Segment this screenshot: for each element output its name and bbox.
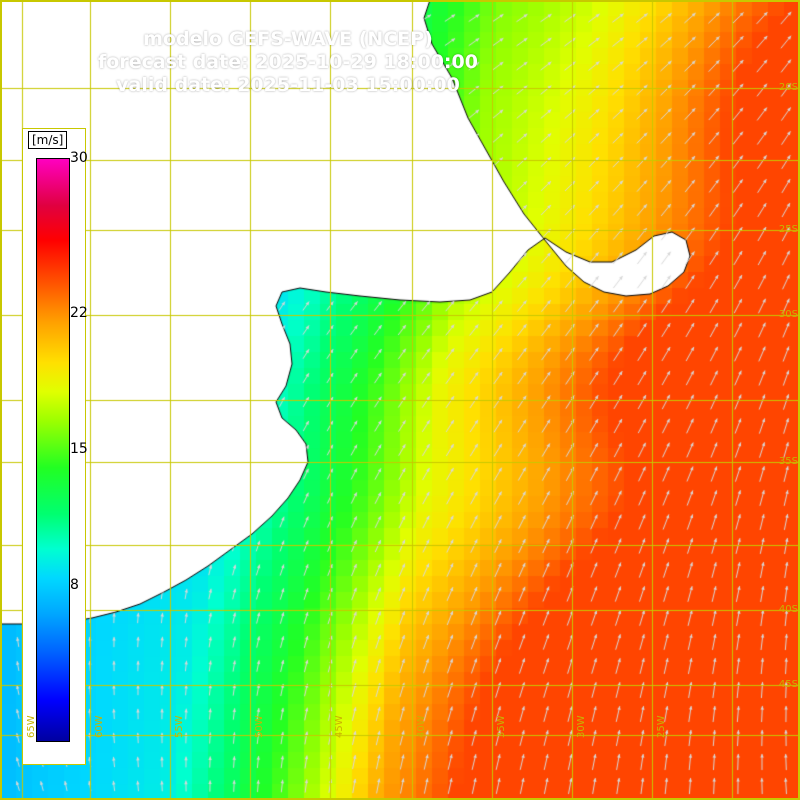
lat-label-35S: 35S: [778, 456, 798, 467]
lon-label-40W: 40W: [416, 715, 427, 738]
lat-label-25S: 25S: [778, 224, 798, 235]
lon-label-25W: 25W: [656, 715, 667, 738]
colorbar-gradient: [36, 158, 70, 742]
lat-label-20S: 20S: [778, 82, 798, 93]
lon-label-65W: 65W: [26, 715, 37, 738]
lon-label-50W: 50W: [254, 715, 265, 738]
lon-label-35W: 35W: [496, 715, 507, 738]
lat-label-45S: 45S: [778, 679, 798, 690]
colorbar-unit-label: [m/s]: [28, 131, 68, 149]
colorbar-tick-30: 30: [70, 150, 88, 166]
lon-label-60W: 60W: [94, 715, 105, 738]
lon-label-45W: 45W: [334, 715, 345, 738]
lat-label-40S: 40S: [778, 604, 798, 615]
lon-label-30W: 30W: [576, 715, 587, 738]
colorbar-tick-22: 22: [70, 305, 88, 322]
lon-label-55W: 55W: [174, 715, 185, 738]
lat-label-30S: 30S: [778, 309, 798, 320]
colorbar-tick-15: 15: [70, 441, 88, 457]
colorbar-tick-8: 8: [70, 576, 79, 593]
